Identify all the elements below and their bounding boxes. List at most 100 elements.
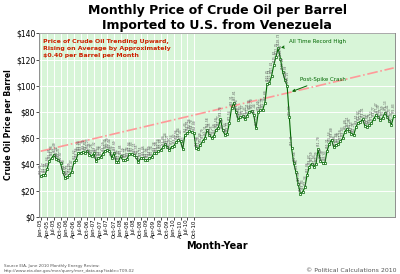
Text: $101.74: $101.74 — [267, 68, 271, 81]
Text: $30.55: $30.55 — [65, 163, 69, 174]
Text: $55.20: $55.20 — [336, 131, 340, 142]
Text: $48.30: $48.30 — [154, 140, 158, 151]
Text: All Time Record High: All Time Record High — [282, 39, 346, 48]
Text: $50.70: $50.70 — [167, 137, 171, 147]
Text: $52.41: $52.41 — [290, 135, 294, 145]
Text: $47.83: $47.83 — [130, 141, 134, 151]
Text: $48.32: $48.32 — [92, 140, 96, 151]
Text: $74.70: $74.70 — [218, 105, 222, 116]
Text: $104.39: $104.39 — [283, 65, 287, 77]
Text: $57.79: $57.79 — [201, 128, 205, 138]
Text: $71.54: $71.54 — [227, 110, 231, 120]
Text: $53.82: $53.82 — [172, 133, 176, 144]
Title: Monthly Price of Crude Oil per Barrel
Imported to U.S. from Venezuela: Monthly Price of Crude Oil per Barrel Im… — [88, 4, 347, 32]
Text: $73.55: $73.55 — [378, 107, 382, 118]
Text: $31.86: $31.86 — [305, 162, 309, 172]
Text: $17.36: $17.36 — [298, 181, 302, 191]
Text: $55.24: $55.24 — [163, 131, 167, 142]
Text: $74.77: $74.77 — [372, 105, 376, 116]
Text: $62.43: $62.43 — [183, 122, 187, 132]
Y-axis label: Crude Oil Price per Barrel: Crude Oil Price per Barrel — [4, 70, 13, 180]
Text: $64.70: $64.70 — [190, 119, 194, 129]
Text: $72.50: $72.50 — [358, 109, 362, 119]
Text: $68.66: $68.66 — [365, 113, 369, 124]
Text: $76.83: $76.83 — [392, 103, 396, 113]
Text: $101.45: $101.45 — [265, 69, 269, 81]
Text: $24.92: $24.92 — [296, 171, 300, 181]
Text: $80.30: $80.30 — [247, 98, 251, 109]
Text: $32.09: $32.09 — [68, 161, 72, 172]
Text: $66.50: $66.50 — [214, 116, 218, 127]
Text: $57.43: $57.43 — [178, 128, 182, 139]
Text: $120.62: $120.62 — [278, 44, 282, 56]
Text: $81.12: $81.12 — [258, 97, 262, 108]
Text: $45.26: $45.26 — [98, 144, 102, 155]
Text: $55.06: $55.06 — [334, 131, 338, 142]
Text: $75.83: $75.83 — [287, 104, 291, 115]
Text: $75.69: $75.69 — [380, 104, 384, 115]
Text: $51.70: $51.70 — [316, 136, 320, 146]
Text: $51.63: $51.63 — [181, 136, 185, 146]
Text: $40.67: $40.67 — [58, 150, 62, 161]
X-axis label: Month-Year: Month-Year — [186, 241, 248, 251]
Text: $22.34: $22.34 — [303, 174, 307, 185]
Text: Post-Spike Crash: Post-Spike Crash — [293, 77, 346, 92]
Text: $48.53: $48.53 — [78, 140, 82, 150]
Text: $44.94: $44.94 — [110, 145, 114, 155]
Text: $40.68: $40.68 — [292, 150, 296, 161]
Text: $42.85: $42.85 — [48, 147, 52, 158]
Text: $71.87: $71.87 — [356, 109, 360, 120]
Text: $31.91: $31.91 — [43, 162, 47, 172]
Text: $58.84: $58.84 — [176, 126, 180, 137]
Text: $67.11: $67.11 — [345, 116, 349, 126]
Text: $44.55: $44.55 — [138, 145, 142, 156]
Text: $19.03: $19.03 — [301, 179, 305, 189]
Text: $56.96: $56.96 — [174, 129, 178, 139]
Text: $41.87: $41.87 — [116, 149, 120, 159]
Text: © Political Calculations 2010: © Political Calculations 2010 — [306, 268, 396, 273]
Text: $67.57: $67.57 — [254, 115, 258, 125]
Text: $65.00: $65.00 — [343, 118, 347, 129]
Text: $70.30: $70.30 — [390, 111, 394, 122]
Text: $45.34: $45.34 — [150, 144, 154, 155]
Text: $52.10: $52.10 — [194, 135, 198, 146]
Text: $50.60: $50.60 — [158, 137, 162, 148]
Text: $68.51: $68.51 — [354, 114, 358, 124]
Text: $41.62: $41.62 — [72, 149, 76, 159]
Text: $34.10: $34.10 — [61, 159, 65, 169]
Text: $43.37: $43.37 — [56, 147, 60, 157]
Text: $55.54: $55.54 — [327, 131, 331, 141]
Text: $43.11: $43.11 — [123, 147, 127, 158]
Text: $63.80: $63.80 — [192, 120, 196, 130]
Text: $51.70: $51.70 — [196, 136, 200, 146]
Text: $69.55: $69.55 — [363, 112, 367, 123]
Text: $110.43: $110.43 — [281, 57, 285, 69]
Text: $122.25: $122.25 — [274, 42, 278, 54]
Text: $50.39: $50.39 — [103, 138, 107, 148]
Text: $79.69: $79.69 — [256, 99, 260, 110]
Text: $36.64: $36.64 — [45, 155, 49, 166]
Text: $50.23: $50.23 — [85, 138, 89, 148]
Text: $58.80: $58.80 — [330, 126, 334, 137]
Text: $41.30: $41.30 — [321, 149, 325, 160]
Text: $77.47: $77.47 — [374, 102, 378, 112]
Text: $43.19: $43.19 — [121, 147, 125, 157]
Text: $52.98: $52.98 — [332, 134, 336, 145]
Text: $43.44: $43.44 — [145, 147, 149, 157]
Text: $47.40: $47.40 — [52, 141, 56, 152]
Text: $47.11: $47.11 — [132, 142, 136, 152]
Text: $48.90: $48.90 — [76, 139, 80, 150]
Text: $37.93: $37.93 — [312, 154, 316, 164]
Text: Source EIA, June 2010 Monthly Energy Review:
http://www.eia.doe.gov/mer/query/me: Source EIA, June 2010 Monthly Energy Rev… — [4, 264, 135, 273]
Text: $44.86: $44.86 — [141, 145, 145, 155]
Text: $55.00: $55.00 — [198, 132, 202, 142]
Text: $62.64: $62.64 — [223, 121, 227, 132]
Text: $76.57: $76.57 — [241, 103, 245, 114]
Text: $57.50: $57.50 — [338, 128, 342, 139]
Text: $60.21: $60.21 — [203, 125, 207, 135]
Text: $73.23: $73.23 — [387, 107, 391, 118]
Text: $49.70: $49.70 — [81, 138, 85, 149]
Text: $40.59: $40.59 — [310, 150, 314, 161]
Text: $50.44: $50.44 — [108, 137, 112, 148]
Text: $47.94: $47.94 — [128, 141, 132, 151]
